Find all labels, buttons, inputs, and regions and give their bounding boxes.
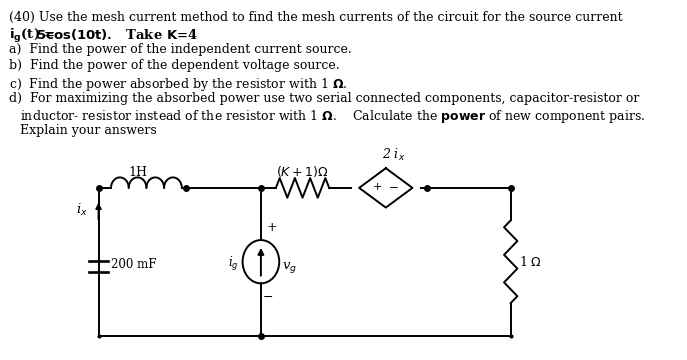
Text: c)  Find the power absorbed by the resistor with 1 $\mathbf{\Omega}$.: c) Find the power absorbed by the resist… — [9, 76, 347, 93]
Text: d)  For maximizing the absorbed power use two serial connected components, capac: d) For maximizing the absorbed power use… — [9, 92, 639, 105]
Text: +: + — [373, 182, 382, 192]
Text: v$_g$: v$_g$ — [282, 260, 297, 275]
Text: inductor- resistor instead of the resistor with 1 $\mathbf{\Omega}$.    Calculat: inductor- resistor instead of the resist… — [20, 108, 646, 125]
Text: i$_g$: i$_g$ — [227, 255, 238, 273]
Text: −: − — [390, 180, 399, 193]
Text: i$_x$: i$_x$ — [76, 202, 88, 217]
Text: 200 mF: 200 mF — [111, 258, 157, 271]
Text: 2 i$_x$: 2 i$_x$ — [383, 147, 406, 163]
Text: Explain your answers: Explain your answers — [20, 124, 157, 138]
Text: b)  Find the power of the dependent voltage source.: b) Find the power of the dependent volta… — [9, 59, 339, 72]
Text: a)  Find the power of the independent current source.: a) Find the power of the independent cur… — [9, 43, 351, 56]
Text: $\mathbf{5cos(10t)}$.   Take $\mathbf{K}$=4: $\mathbf{5cos(10t)}$. Take $\mathbf{K}$=… — [36, 27, 198, 42]
Text: $(K+1)\Omega$: $(K+1)\Omega$ — [276, 164, 328, 179]
Text: 1H: 1H — [128, 166, 148, 179]
Text: −: − — [262, 291, 273, 304]
Text: +: + — [267, 221, 278, 234]
Text: (40) Use the mesh current method to find the mesh currents of the circuit for th: (40) Use the mesh current method to find… — [9, 11, 622, 24]
Text: $\mathbf{i_g}$(t) =: $\mathbf{i_g}$(t) = — [9, 27, 55, 45]
Text: 1 $\Omega$: 1 $\Omega$ — [519, 255, 542, 269]
